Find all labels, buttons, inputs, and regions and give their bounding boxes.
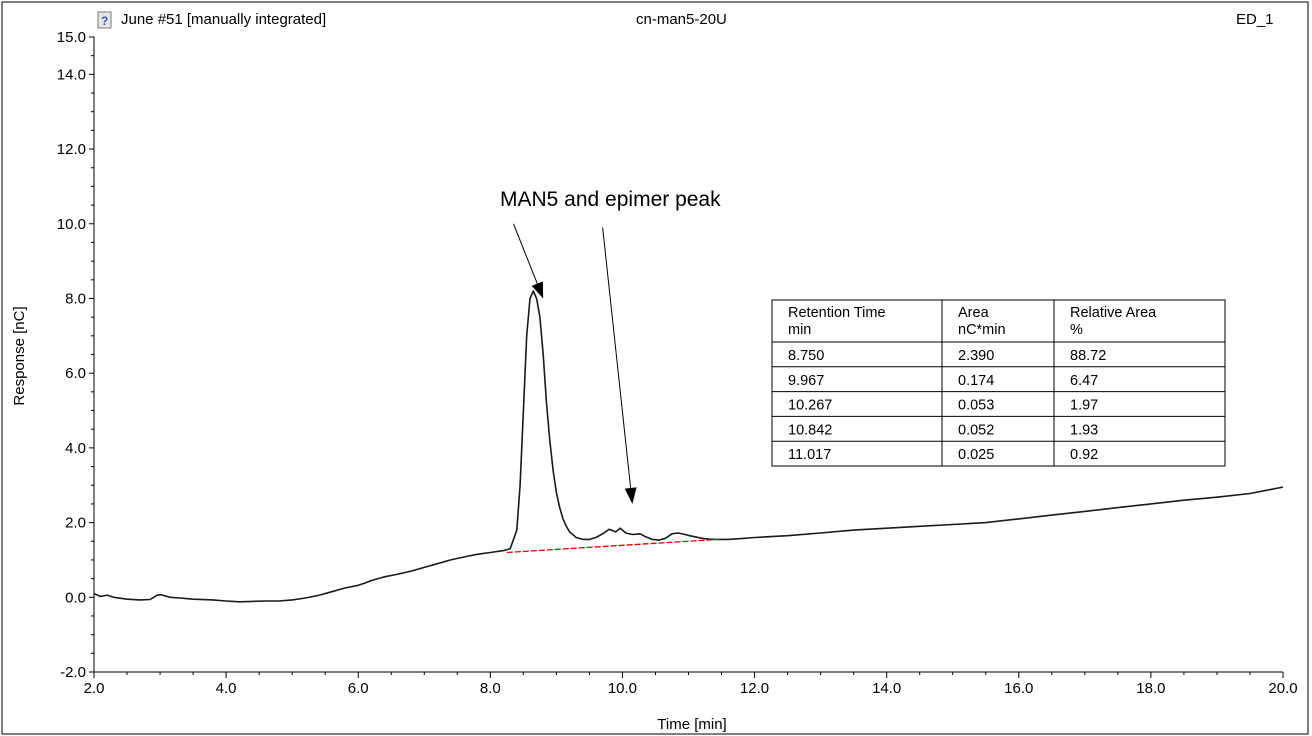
table-cell: 0.052: [958, 422, 994, 438]
question-doc-icon[interactable]: ?: [97, 11, 112, 29]
table-cell: 0.053: [958, 398, 994, 414]
table-cell: 11.017: [788, 447, 831, 463]
table-cell: 0.025: [958, 447, 994, 463]
table-header-cell: %: [1070, 322, 1083, 338]
x-tick-label: 4.0: [216, 680, 237, 697]
annotation-arrows: [512, 223, 637, 504]
table-header-cell: nC*min: [958, 322, 1006, 338]
table-cell: 10.267: [788, 398, 832, 414]
y-tick-label: 15.0: [57, 29, 86, 46]
results-table-frame: [771, 299, 1226, 467]
table-cell: 8.750: [788, 348, 824, 364]
table-header-cell: Relative Area: [1070, 305, 1157, 321]
annotation-arrow-head: [624, 487, 637, 504]
table-cell: 10.842: [788, 422, 832, 438]
table-cell: 2.390: [958, 348, 994, 364]
y-tick-label: -2.0: [60, 664, 86, 681]
table-header-cell: Area: [958, 305, 990, 321]
y-tick-label: 0.0: [65, 589, 86, 606]
channel-title: ED_1: [1236, 11, 1274, 28]
results-table-grid: [772, 300, 1225, 466]
x-tick-label: 6.0: [348, 680, 369, 697]
y-tick-label: 8.0: [65, 290, 86, 307]
table-cell: 1.97: [1070, 398, 1098, 414]
x-tick-label: 14.0: [872, 680, 901, 697]
x-tick-label: 20.0: [1268, 680, 1297, 697]
peak-annotation: MAN5 and epimer peak: [500, 188, 721, 211]
y-tick-label: 12.0: [57, 141, 86, 158]
table-cell: 88.72: [1070, 348, 1106, 364]
x-axis-title: Time [min]: [657, 716, 726, 733]
method-title: cn-man5-20U: [636, 11, 727, 28]
integration-baseline: [506, 538, 719, 554]
annotation-arrow-line: [512, 223, 538, 284]
x-tick-label: 16.0: [1004, 680, 1033, 697]
header-bar: ? June #51 [manually integrated] cn-man5…: [97, 11, 1274, 29]
plot-area: [93, 290, 1284, 603]
y-tick-label: 4.0: [65, 440, 86, 457]
svg-text:?: ?: [101, 14, 108, 28]
table-cell: 1.93: [1070, 422, 1098, 438]
table-header-cell: Retention Time: [788, 305, 886, 321]
annotation-arrow-line: [602, 227, 632, 489]
y-axis-title: Response [nC]: [11, 306, 28, 405]
y-tick-label: 10.0: [57, 216, 86, 233]
x-tick-label: 12.0: [740, 680, 769, 697]
sample-title: June #51 [manually integrated]: [121, 11, 326, 28]
x-tick-label: 18.0: [1136, 680, 1165, 697]
table-header-cell: min: [788, 322, 811, 338]
table-cell: 6.47: [1070, 373, 1098, 389]
chromatogram-trace: [93, 290, 1284, 603]
table-cell: 0.92: [1070, 447, 1098, 463]
x-tick-label: 10.0: [608, 680, 637, 697]
x-tick-label: 8.0: [480, 680, 501, 697]
y-tick-label: 2.0: [65, 515, 86, 532]
axes: -2.0 0.0 2.0 4.0 6.0 8.0 10.0 12.0 14.0 15.0 2.0 4.…: [57, 29, 1298, 697]
annotation-arrow-head: [531, 281, 544, 299]
table-cell: 9.967: [788, 373, 824, 389]
x-tick-label: 2.0: [84, 680, 105, 697]
table-cell: 0.174: [958, 373, 994, 389]
y-tick-label: 6.0: [65, 365, 86, 382]
y-tick-label: 14.0: [57, 66, 86, 83]
